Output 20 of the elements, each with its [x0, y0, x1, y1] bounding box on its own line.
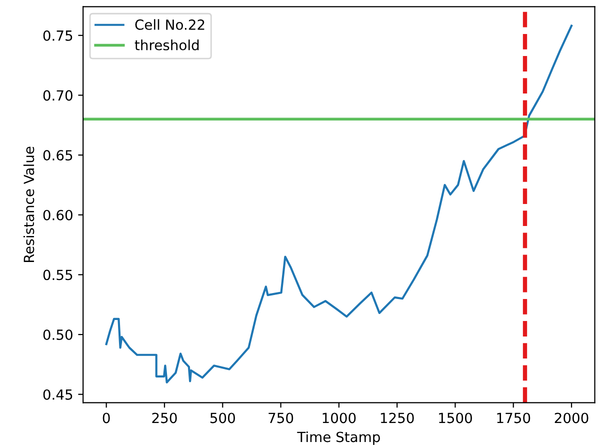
x-tick-label: 1250	[380, 412, 414, 424]
legend-label: threshold	[134, 40, 199, 50]
y-tick-label: 0.55	[43, 270, 72, 280]
x-tick-label: 750	[268, 412, 294, 424]
x-tick-label: 2000	[554, 412, 588, 424]
x-tick-label: 1000	[322, 412, 356, 424]
x-tick-label: 250	[152, 412, 177, 424]
x-tick-label: 0	[102, 412, 110, 424]
y-tick-label: 0.65	[43, 150, 72, 161]
y-tick-label: 0.75	[43, 30, 72, 41]
x-tick-label: 1750	[497, 412, 530, 424]
y-tick-label: 0.60	[43, 210, 72, 220]
x-tick-label: 1500	[439, 412, 472, 424]
legend-label: Cell No.22	[135, 19, 204, 30]
y-tick-label: 0.50	[43, 329, 72, 340]
y-tick-label: 0.45	[43, 389, 72, 400]
y-tick-label: 0.70	[43, 90, 72, 101]
x-tick-label: 500	[210, 412, 235, 424]
x-axis-title: Time Stamp	[297, 431, 380, 445]
y-axis-title: Resistance Value	[23, 146, 34, 262]
